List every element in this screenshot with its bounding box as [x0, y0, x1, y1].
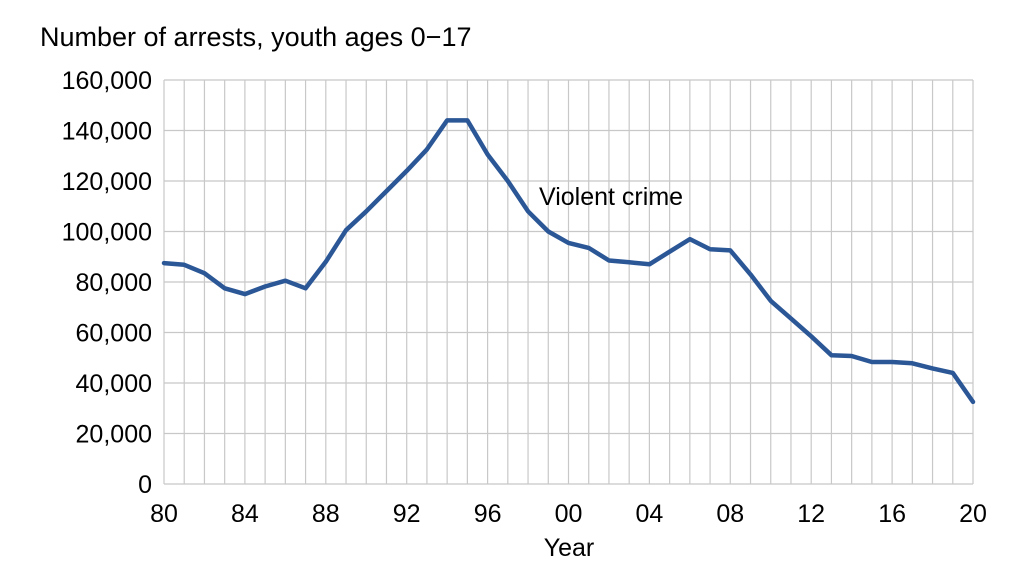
y-tick-label: 100,000: [62, 219, 152, 247]
x-tick-labels: 80 84 88 92 96 00 04 08 12 16 20: [150, 500, 987, 528]
y-axis-title: Number of arrests, youth ages 0−17: [40, 22, 472, 52]
y-tick-label: 140,000: [62, 118, 152, 146]
x-tick-label: 96: [474, 500, 502, 528]
y-tick-label: 20,000: [76, 421, 152, 449]
y-tick-label: 160,000: [62, 67, 152, 95]
x-tick-label: 84: [231, 500, 259, 528]
x-axis-title: Year: [544, 534, 595, 562]
x-tick-label: 08: [716, 500, 744, 528]
y-tick-label: 40,000: [76, 370, 152, 398]
x-tick-label: 00: [555, 500, 583, 528]
x-tick-label: 16: [878, 500, 906, 528]
y-tick-labels: 0 20,000 40,000 60,000 80,000 100,000 120,000 1…: [62, 67, 152, 499]
y-tick-label: 60,000: [76, 320, 152, 348]
x-tick-label: 04: [635, 500, 663, 528]
y-tick-label: 0: [138, 471, 152, 499]
y-tick-label: 120,000: [62, 168, 152, 196]
x-tick-label: 20: [959, 500, 987, 528]
x-tick-label: 12: [797, 500, 825, 528]
grid-lines: [163, 79, 974, 485]
series-label-violent-crime: Violent crime: [539, 183, 683, 211]
x-tick-label: 92: [393, 500, 421, 528]
series-line-violent-crime: [161, 118, 976, 405]
x-tick-label: 80: [150, 500, 178, 528]
x-tick-label: 88: [312, 500, 340, 528]
y-tick-label: 80,000: [76, 269, 152, 297]
series-layer: [161, 118, 976, 405]
